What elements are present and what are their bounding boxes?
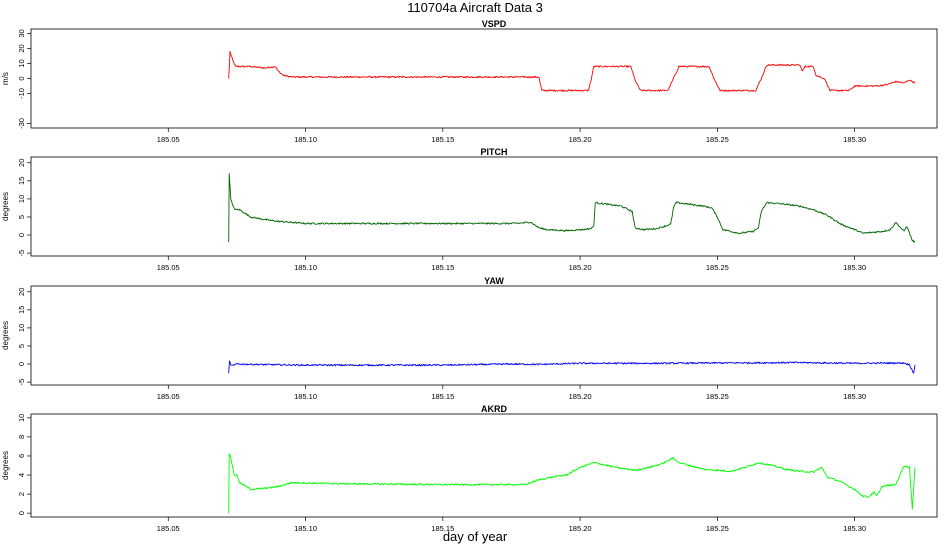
x-tick-label: 185.30 <box>843 392 866 401</box>
y-tick-label: -30 <box>17 118 26 129</box>
x-tick-label: 185.05 <box>157 135 180 144</box>
y-tick-label: -5 <box>17 379 26 386</box>
x-tick-label: 185.05 <box>157 263 180 272</box>
x-tick-label: 185.10 <box>294 263 317 272</box>
panel-yaw: YAW degrees 185.05 185.10 185.15 185.20 185.25… <box>1 276 938 401</box>
y-tick-label: 0 <box>17 233 26 237</box>
y-tick-label: -10 <box>17 88 26 99</box>
y-tick-label: 20 <box>17 288 26 296</box>
y-tick-label: 15 <box>17 306 26 314</box>
series-line-vspd <box>228 50 916 92</box>
series-line-yaw <box>228 360 916 374</box>
x-tick-label: 185.20 <box>569 135 592 144</box>
x-tick-label: 185.15 <box>431 135 454 144</box>
y-tick-label: 20 <box>17 159 26 167</box>
panel-pitch: PITCH degrees 185.05 185.10 185.15 185.20 185.… <box>1 147 938 272</box>
x-tick-label: 185.30 <box>843 263 866 272</box>
x-tick-label: 185.25 <box>706 135 729 144</box>
plot-frame <box>30 28 938 129</box>
x-tick-label: 185.15 <box>431 263 454 272</box>
y-tick-label: 20 <box>17 44 26 52</box>
x-tick-label: 185.20 <box>569 263 592 272</box>
y-axis-label: degrees <box>1 451 10 480</box>
x-tick-label: 185.30 <box>843 524 866 533</box>
series-line-akrd <box>228 453 916 514</box>
x-tick-label: 185.15 <box>431 524 454 533</box>
panel-title: PITCH <box>481 147 508 157</box>
x-tick-label: 185.25 <box>706 524 729 533</box>
x-tick-label: 185.05 <box>157 524 180 533</box>
y-tick-label: 10 <box>17 195 26 203</box>
x-axis-label: day of year <box>442 529 508 544</box>
y-tick-label: -5 <box>17 250 26 257</box>
x-tick-label: 185.20 <box>569 392 592 401</box>
panel-title: AKRD <box>481 404 507 414</box>
plot-frame <box>30 413 938 518</box>
x-tick-label: 185.10 <box>294 524 317 533</box>
y-axis-label: degrees <box>1 192 10 221</box>
y-tick-label: 0 <box>17 362 26 366</box>
panel-title: VSPD <box>482 19 507 29</box>
plot-frame <box>30 156 938 257</box>
y-tick-label: 0 <box>17 76 26 80</box>
y-tick-label: 6 <box>17 454 26 458</box>
y-tick-label: 4 <box>17 473 26 477</box>
y-tick-label: 8 <box>17 435 26 439</box>
y-axis-label: m/s <box>1 72 10 85</box>
series-line-pitch <box>228 173 916 243</box>
y-tick-label: 5 <box>17 215 26 219</box>
x-tick-label: 185.10 <box>294 392 317 401</box>
y-tick-label: 10 <box>17 59 26 67</box>
plot-frame <box>30 285 938 386</box>
y-tick-label: 30 <box>17 29 26 37</box>
panel-title: YAW <box>484 276 504 286</box>
x-tick-label: 185.25 <box>706 392 729 401</box>
y-tick-label: 10 <box>17 414 26 422</box>
panel-akrd: AKRD degrees 185.05 185.10 185.15 185.20 185.2… <box>1 404 938 533</box>
y-tick-label: 15 <box>17 177 26 185</box>
y-tick-label: 10 <box>17 324 26 332</box>
panel-vspd: VSPD m/s 185.05 185.10 185.15 185.20 185.25 185… <box>1 19 938 144</box>
x-tick-label: 185.20 <box>569 524 592 533</box>
x-tick-label: 185.30 <box>843 135 866 144</box>
y-axis-label: degrees <box>1 321 10 350</box>
x-tick-label: 185.15 <box>431 392 454 401</box>
x-tick-label: 185.10 <box>294 135 317 144</box>
x-tick-label: 185.25 <box>706 263 729 272</box>
y-tick-label: 0 <box>17 511 26 515</box>
page-title: 110704a Aircraft Data 3 <box>407 0 543 15</box>
x-tick-label: 185.05 <box>157 392 180 401</box>
y-tick-label: 2 <box>17 492 26 496</box>
y-tick-label: 5 <box>17 344 26 348</box>
